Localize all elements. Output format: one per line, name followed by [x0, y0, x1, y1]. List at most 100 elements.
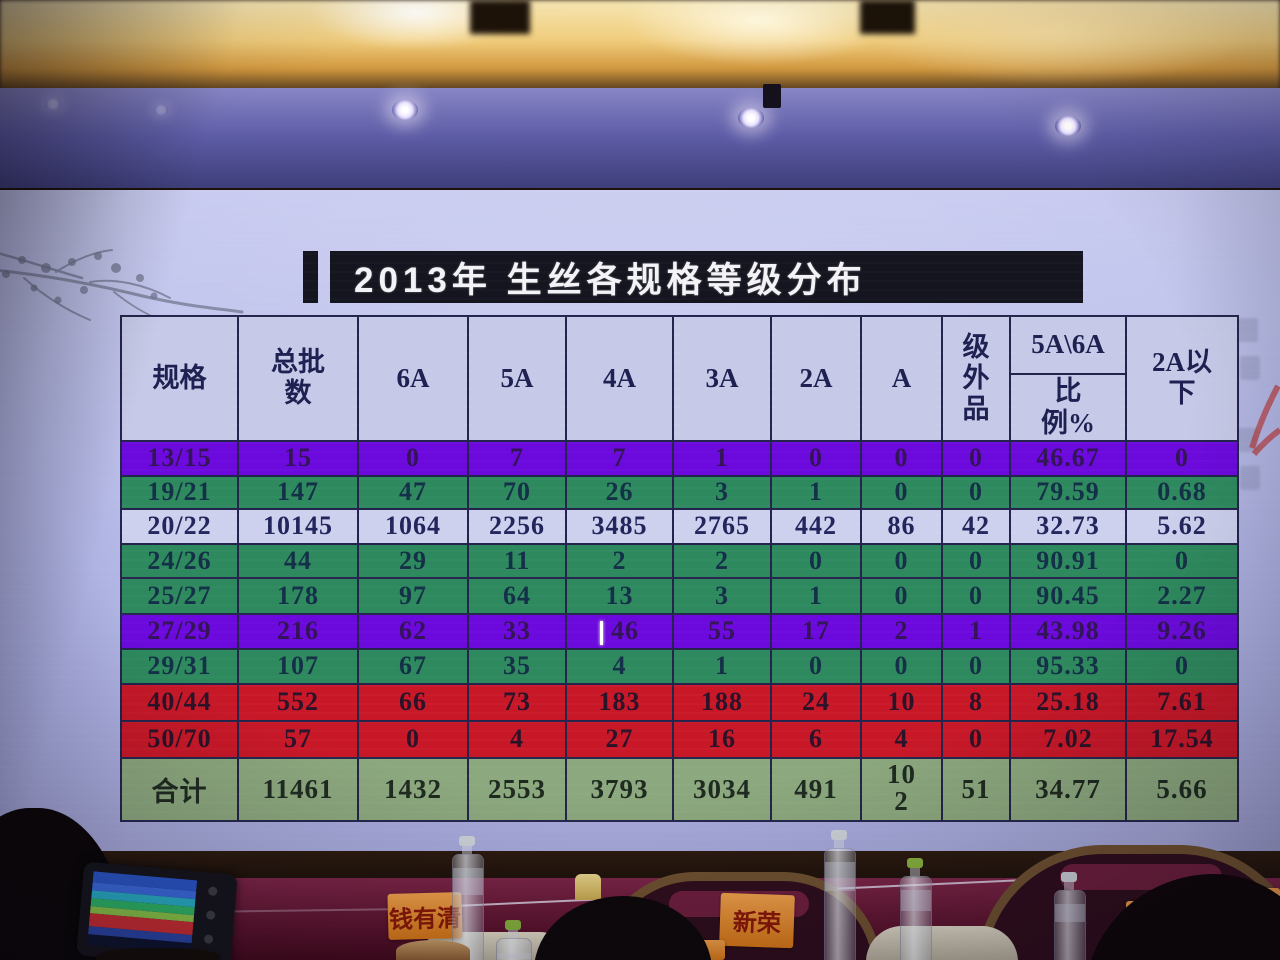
table-cell: 552 — [237, 682, 359, 722]
ceiling-fixture — [763, 84, 781, 108]
table-cell: 27 — [565, 719, 674, 759]
table-cell: 46.67 — [1009, 439, 1127, 477]
table-header-cell: 5A\6A — [1009, 315, 1127, 375]
water-bottle — [900, 858, 932, 960]
table-cell: 32.73 — [1009, 507, 1127, 545]
table-cell: 33 — [467, 612, 567, 650]
phone-ui-button — [207, 886, 218, 897]
table-cell: 0 — [941, 542, 1011, 579]
table-cell: 66 — [357, 682, 469, 722]
table-cell: 0.68 — [1125, 474, 1239, 510]
table-cell: 55 — [672, 612, 772, 650]
table-cell: 17.54 — [1125, 719, 1239, 759]
projection-screen: 2013年 生丝各规格等级分布 规格 总批数 6A 5A 4A 3A 2A A 级外品 5A\6A… — [0, 190, 1280, 855]
red-calligraphy-fragment — [1249, 384, 1280, 456]
table-cell: 0 — [860, 439, 943, 477]
table-header-cell: 2A以下 — [1125, 315, 1239, 442]
ceiling-beam — [470, 0, 530, 34]
thermos-cap — [575, 874, 601, 900]
table-cell: 8 — [941, 682, 1011, 722]
faint-watermark — [1238, 318, 1258, 342]
table-row: 13/15 15 0 7 7 1 0 0 0 46.67 0 — [120, 439, 1239, 477]
table-cell: 0 — [1125, 542, 1239, 579]
table-cell: 3 — [672, 576, 772, 615]
faint-watermark — [1240, 356, 1260, 380]
table-cell: 11461 — [237, 756, 359, 822]
table-cell: 47 — [357, 474, 469, 510]
table-cell: 79.59 — [1009, 474, 1127, 510]
table-header-cell: 6A — [357, 315, 469, 442]
phone-screen — [87, 871, 198, 955]
table-cell: 29 — [357, 542, 469, 579]
table-cell: 90.91 — [1009, 542, 1127, 579]
table-cell: 0 — [941, 719, 1011, 759]
table-row: 20/22 10145 1064 2256 3485 2765 442 86 42 32.73 5.… — [120, 507, 1239, 545]
table-cell: 43.98 — [1009, 612, 1127, 650]
table-cell: 0 — [941, 439, 1011, 477]
faint-watermark — [1240, 466, 1260, 490]
table-cell: 0 — [860, 542, 943, 579]
ceiling-soffit — [0, 88, 1280, 188]
table-cell: 25.18 — [1009, 682, 1127, 722]
table-cell: 442 — [770, 507, 862, 545]
table-cell: 10145 — [237, 507, 359, 545]
table-row: 合计 11461 1432 2553 3793 3034 491 102 51 34.77 5.66 — [120, 756, 1239, 822]
ceiling-beam — [860, 0, 915, 34]
table-cell: 73 — [467, 682, 567, 722]
table-cell: 216 — [237, 612, 359, 650]
table-cell: 17 — [770, 612, 862, 650]
table-cell: 46 — [565, 612, 674, 650]
table-cell: 50/70 — [120, 719, 239, 759]
table-cell: 25/27 — [120, 576, 239, 615]
table-cell: 0 — [941, 576, 1011, 615]
table-cell: 0 — [1125, 439, 1239, 477]
name-card-text: 钱有清 — [388, 905, 462, 934]
table-cell: 70 — [467, 474, 567, 510]
audience-head — [396, 940, 470, 960]
table-cell: 7 — [565, 439, 674, 477]
table-row: 19/21 147 47 70 26 3 1 0 0 79.59 0.68 — [120, 474, 1239, 510]
table-cell: 51 — [941, 756, 1011, 822]
table-cell: 2553 — [467, 756, 567, 822]
table-header-cell: 2A — [770, 315, 862, 442]
table-cell: 0 — [357, 719, 469, 759]
table-row: 40/44 552 66 73 183 188 24 10 8 25.18 7.61 — [120, 682, 1239, 722]
table-cell: 2.27 — [1125, 576, 1239, 615]
table-cell: 0 — [770, 439, 862, 477]
table-cell: 26 — [565, 474, 674, 510]
phone-ui-button — [205, 910, 216, 921]
table-cell: 1 — [770, 576, 862, 615]
table-cell: 0 — [860, 576, 943, 615]
table-cell: 34.77 — [1009, 756, 1127, 822]
table-cell: 27/29 — [120, 612, 239, 650]
water-bottle — [496, 920, 532, 960]
name-card-text: 新荣 — [732, 910, 782, 938]
table-cell: 1 — [770, 474, 862, 510]
table-cell: 合计 — [120, 756, 239, 822]
downlight — [392, 100, 418, 120]
table-cell: 95.33 — [1009, 647, 1127, 685]
table-cell: 188 — [672, 682, 772, 722]
table-cell: 3 — [672, 474, 772, 510]
table-header-cell: 4A — [565, 315, 674, 442]
table-cell: 9.26 — [1125, 612, 1239, 650]
table-header-cell: 规格 — [120, 315, 239, 442]
table-cell: 0 — [770, 647, 862, 685]
table-cell: 10 — [860, 682, 943, 722]
table-cell: 13/15 — [120, 439, 239, 477]
table-cell: 3485 — [565, 507, 674, 545]
table-cell: 90.45 — [1009, 576, 1127, 615]
table-cell: 1 — [941, 612, 1011, 650]
slide-title: 2013年 生丝各规格等级分布 — [330, 251, 1083, 303]
table-cell: 1 — [672, 647, 772, 685]
table-header-cell: A — [860, 315, 943, 442]
downlight — [738, 108, 764, 128]
table-cell: 0 — [1125, 647, 1239, 685]
water-bottle — [452, 836, 484, 960]
table-row: 27/29 216 62 33 46 55 17 2 1 43.98 9.26 — [120, 612, 1239, 650]
title-accent-block — [303, 251, 318, 303]
table-cell: 19/21 — [120, 474, 239, 510]
table-cell: 86 — [860, 507, 943, 545]
table-cell: 4 — [565, 647, 674, 685]
table-cell: 2256 — [467, 507, 567, 545]
